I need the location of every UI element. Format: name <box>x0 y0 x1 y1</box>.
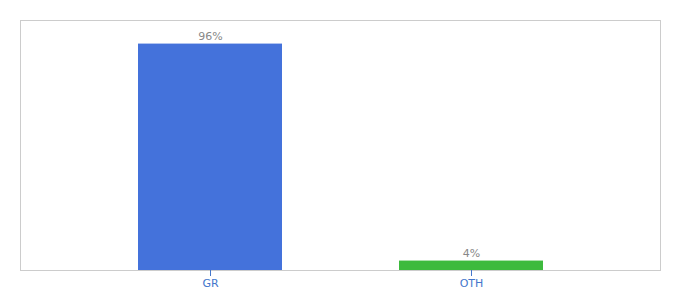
svg-text:OTH: OTH <box>460 277 484 290</box>
svg-text:4%: 4% <box>463 247 480 260</box>
svg-text:GR: GR <box>202 277 219 290</box>
svg-text:96%: 96% <box>198 30 222 43</box>
